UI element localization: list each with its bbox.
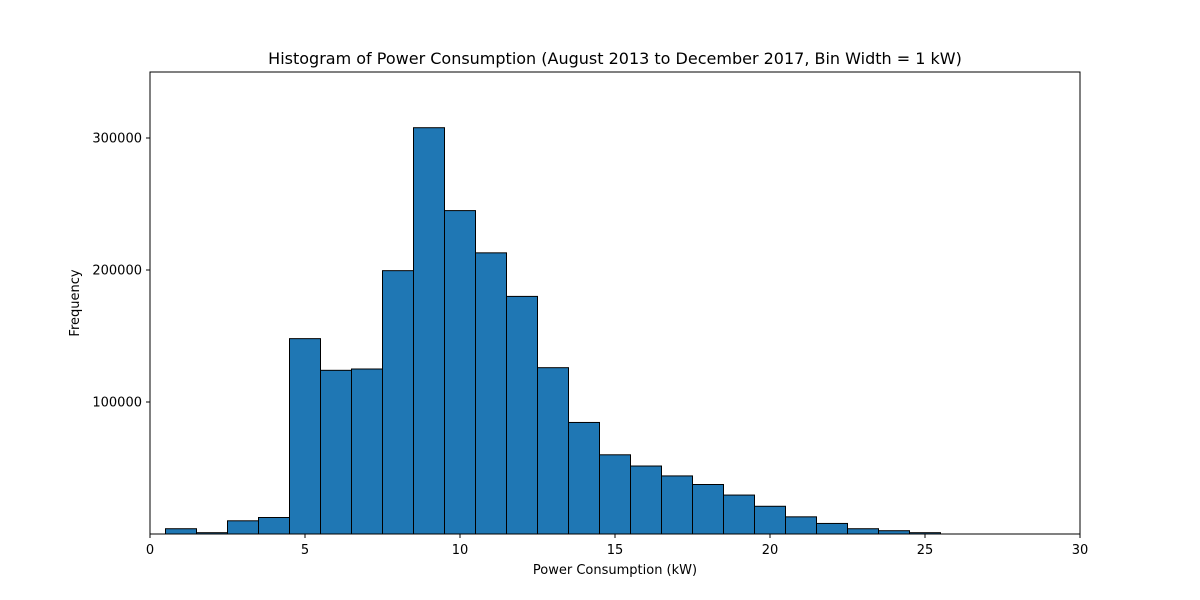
x-tick-label: 15 <box>607 543 624 558</box>
x-tick-label: 25 <box>917 543 934 558</box>
x-axis-label: Power Consumption (kW) <box>533 563 697 578</box>
x-tick-label: 10 <box>452 543 469 558</box>
histogram-bar-13 <box>537 367 569 535</box>
histogram-bar-14 <box>568 421 600 535</box>
histogram-bar-10 <box>444 210 476 535</box>
x-tick-label: 0 <box>146 543 154 558</box>
x-axis-ticks: 0 5 10 15 20 25 30 <box>146 534 1088 558</box>
y-axis-ticks: 100000 200000 300000 <box>92 132 150 411</box>
y-axis-label: Frequency <box>68 269 83 336</box>
histogram-bar-9 <box>413 127 445 535</box>
histogram-bar-20 <box>754 505 786 535</box>
histogram-bar-1 <box>165 528 197 535</box>
histogram-bar-22 <box>816 522 848 535</box>
x-tick-label: 5 <box>301 543 309 558</box>
histogram-bar-3 <box>227 520 259 535</box>
histogram-bar-17 <box>661 475 693 535</box>
histogram-bar-12 <box>506 295 538 535</box>
histogram-bar-5 <box>289 338 321 535</box>
y-tick-label: 100000 <box>92 396 142 411</box>
bars-group <box>165 127 941 535</box>
x-tick-label: 20 <box>762 543 779 558</box>
histogram-bar-7 <box>351 368 383 535</box>
chart-title: Histogram of Power Consumption (August 2… <box>268 49 962 68</box>
histogram-bar-11 <box>475 252 507 535</box>
histogram-bar-8 <box>382 270 414 535</box>
histogram-bar-4 <box>258 517 290 535</box>
x-tick-label: 30 <box>1072 543 1089 558</box>
histogram-bar-18 <box>692 484 724 535</box>
histogram-bar-19 <box>723 494 755 535</box>
y-tick-label: 200000 <box>92 264 142 279</box>
histogram-bar-21 <box>785 516 817 535</box>
histogram-bar-16 <box>630 465 662 535</box>
histogram-bar-15 <box>599 454 631 535</box>
histogram-bar-6 <box>320 369 352 535</box>
y-tick-label: 300000 <box>92 132 142 147</box>
histogram-bar-23 <box>847 528 879 535</box>
